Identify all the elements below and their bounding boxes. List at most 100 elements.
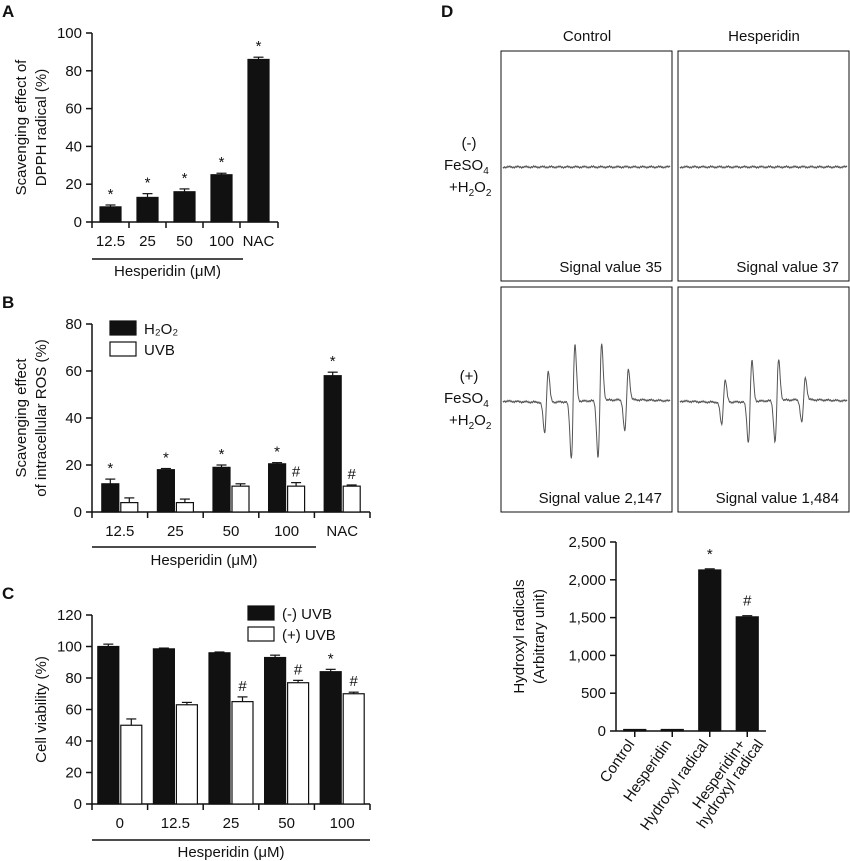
y-axis-label-line2: DPPH radical (%) [33, 69, 50, 187]
y-tick-label: 60 [65, 702, 82, 719]
epr-row-sign-minus: (-) [462, 135, 477, 152]
bar [156, 469, 175, 513]
x-tick-label: 25 [167, 523, 184, 540]
y-tick-label: 0 [598, 723, 606, 740]
bar [120, 724, 143, 805]
epr-trace-control-minus [502, 164, 671, 170]
y-tick-label: 80 [65, 316, 82, 333]
panel-d-epr: Control Hesperidin Signal value 35 Signa… [444, 28, 850, 513]
significance-mark: * [256, 38, 262, 55]
y-tick-label: 0 [74, 504, 82, 521]
bar [210, 174, 233, 223]
y-tick-label: 60 [65, 363, 82, 380]
significance-mark: # [294, 661, 303, 678]
epr-signal-hesperidin-minus: Signal value 37 [736, 259, 839, 276]
significance-mark: # [348, 466, 357, 483]
y-tick-label: 20 [65, 457, 82, 474]
x-axis-label: Hesperidin (μM) [178, 844, 285, 861]
significance-mark: # [238, 678, 247, 695]
epr-row-label-plus: (+) FeSO4 +H2O2 [444, 368, 492, 432]
bar [623, 728, 647, 732]
epr-box-hesperidin-plus [677, 286, 850, 513]
panel-label-a: A [2, 2, 14, 21]
epr-box-hesperidin-minus [677, 50, 850, 282]
epr-trace-hesperidin-plus [679, 359, 848, 444]
bar [287, 485, 306, 513]
significance-mark: # [743, 593, 752, 610]
y-axis-label-line2: (Arbitrary unit) [531, 589, 548, 684]
y-axis-label: Scavenging effect of [13, 59, 30, 195]
panel-label-d: D [441, 2, 453, 21]
epr-col-title-control: Control [563, 28, 611, 45]
epr-row-label-minus: (-) FeSO4 +H2O2 [444, 135, 492, 199]
epr-row-reagent-plus: FeSO4 [444, 390, 489, 410]
y-tick-label: 500 [581, 685, 606, 702]
y-tick-label: 120 [57, 607, 82, 624]
y-axis-label: Scavenging effect [13, 358, 30, 478]
legend-label: H₂O₂ [144, 321, 178, 338]
x-tick-label: 25 [223, 815, 240, 832]
y-tick-label: 0 [74, 796, 82, 813]
x-tick-label: 0 [116, 815, 124, 832]
y-tick-label: 20 [65, 176, 82, 193]
epr-signal-control-plus: Signal value 2,147 [539, 490, 662, 507]
x-tick-label: NAC [243, 233, 275, 250]
y-axis-label: Cell viability (%) [33, 656, 50, 763]
y-axis-label: Hydroxyl radicals [511, 579, 528, 693]
panel-label-c: C [2, 584, 14, 603]
significance-mark: * [145, 175, 151, 192]
y-tick-label: 1,000 [568, 647, 606, 664]
bar [735, 616, 759, 732]
panel-b-chart: 0 20 40 60 80 Scavenging effect of intracellul… [13, 316, 371, 569]
y-tick-label: 60 [65, 101, 82, 118]
x-tick-label: 50 [278, 815, 295, 832]
x-axis-label: Hesperidin (μM) [151, 552, 258, 569]
significance-mark: * [274, 444, 280, 461]
significance-mark: # [292, 464, 301, 481]
legend-label: (-) UVB [282, 606, 332, 623]
y-tick-label: 40 [65, 138, 82, 155]
panel-a-chart: 0 20 40 60 80 100 Scavenging effect of DPPH rad… [13, 25, 279, 280]
bar [99, 206, 122, 223]
y-tick-label: 80 [65, 63, 82, 80]
x-tick-label: 50 [176, 233, 193, 250]
y-tick-label: 80 [65, 670, 82, 687]
panel-label-b: B [2, 293, 14, 312]
bar [212, 466, 231, 513]
bar [136, 196, 159, 223]
y-tick-label: 2,500 [568, 534, 606, 551]
x-tick-label: 12.5 [96, 233, 125, 250]
x-axis-label: Hesperidin (μM) [114, 263, 221, 280]
y-tick-label: 100 [57, 25, 82, 42]
y-tick-label: 1,500 [568, 610, 606, 627]
bar [319, 671, 342, 805]
bar [120, 502, 139, 513]
significance-mark: * [163, 450, 169, 467]
significance-mark: * [107, 460, 113, 477]
significance-mark: * [219, 154, 225, 171]
legend-swatch [247, 605, 275, 621]
x-tick-label: 12.5 [105, 523, 134, 540]
bar [264, 656, 287, 805]
x-tick-label: 50 [223, 523, 240, 540]
legend-label: UVB [144, 342, 175, 359]
bar [101, 483, 120, 513]
bar [323, 375, 342, 513]
bar [175, 502, 194, 513]
significance-mark: * [328, 650, 334, 667]
significance-mark: # [350, 673, 359, 690]
y-tick-label: 40 [65, 410, 82, 427]
x-tick-label: 12.5 [161, 815, 190, 832]
legend-swatch [109, 320, 137, 336]
bar [208, 652, 231, 805]
bar [97, 645, 120, 805]
epr-row-h2o2-plus: +H2O2 [449, 412, 492, 432]
epr-trace-control-plus [502, 343, 671, 459]
significance-mark: * [182, 170, 188, 187]
epr-signal-hesperidin-plus: Signal value 1,484 [716, 490, 839, 507]
y-tick-label: 0 [74, 214, 82, 231]
significance-mark: * [707, 546, 713, 563]
epr-signal-control-minus: Signal value 35 [559, 259, 662, 276]
epr-row-sign-plus: (+) [460, 368, 479, 385]
